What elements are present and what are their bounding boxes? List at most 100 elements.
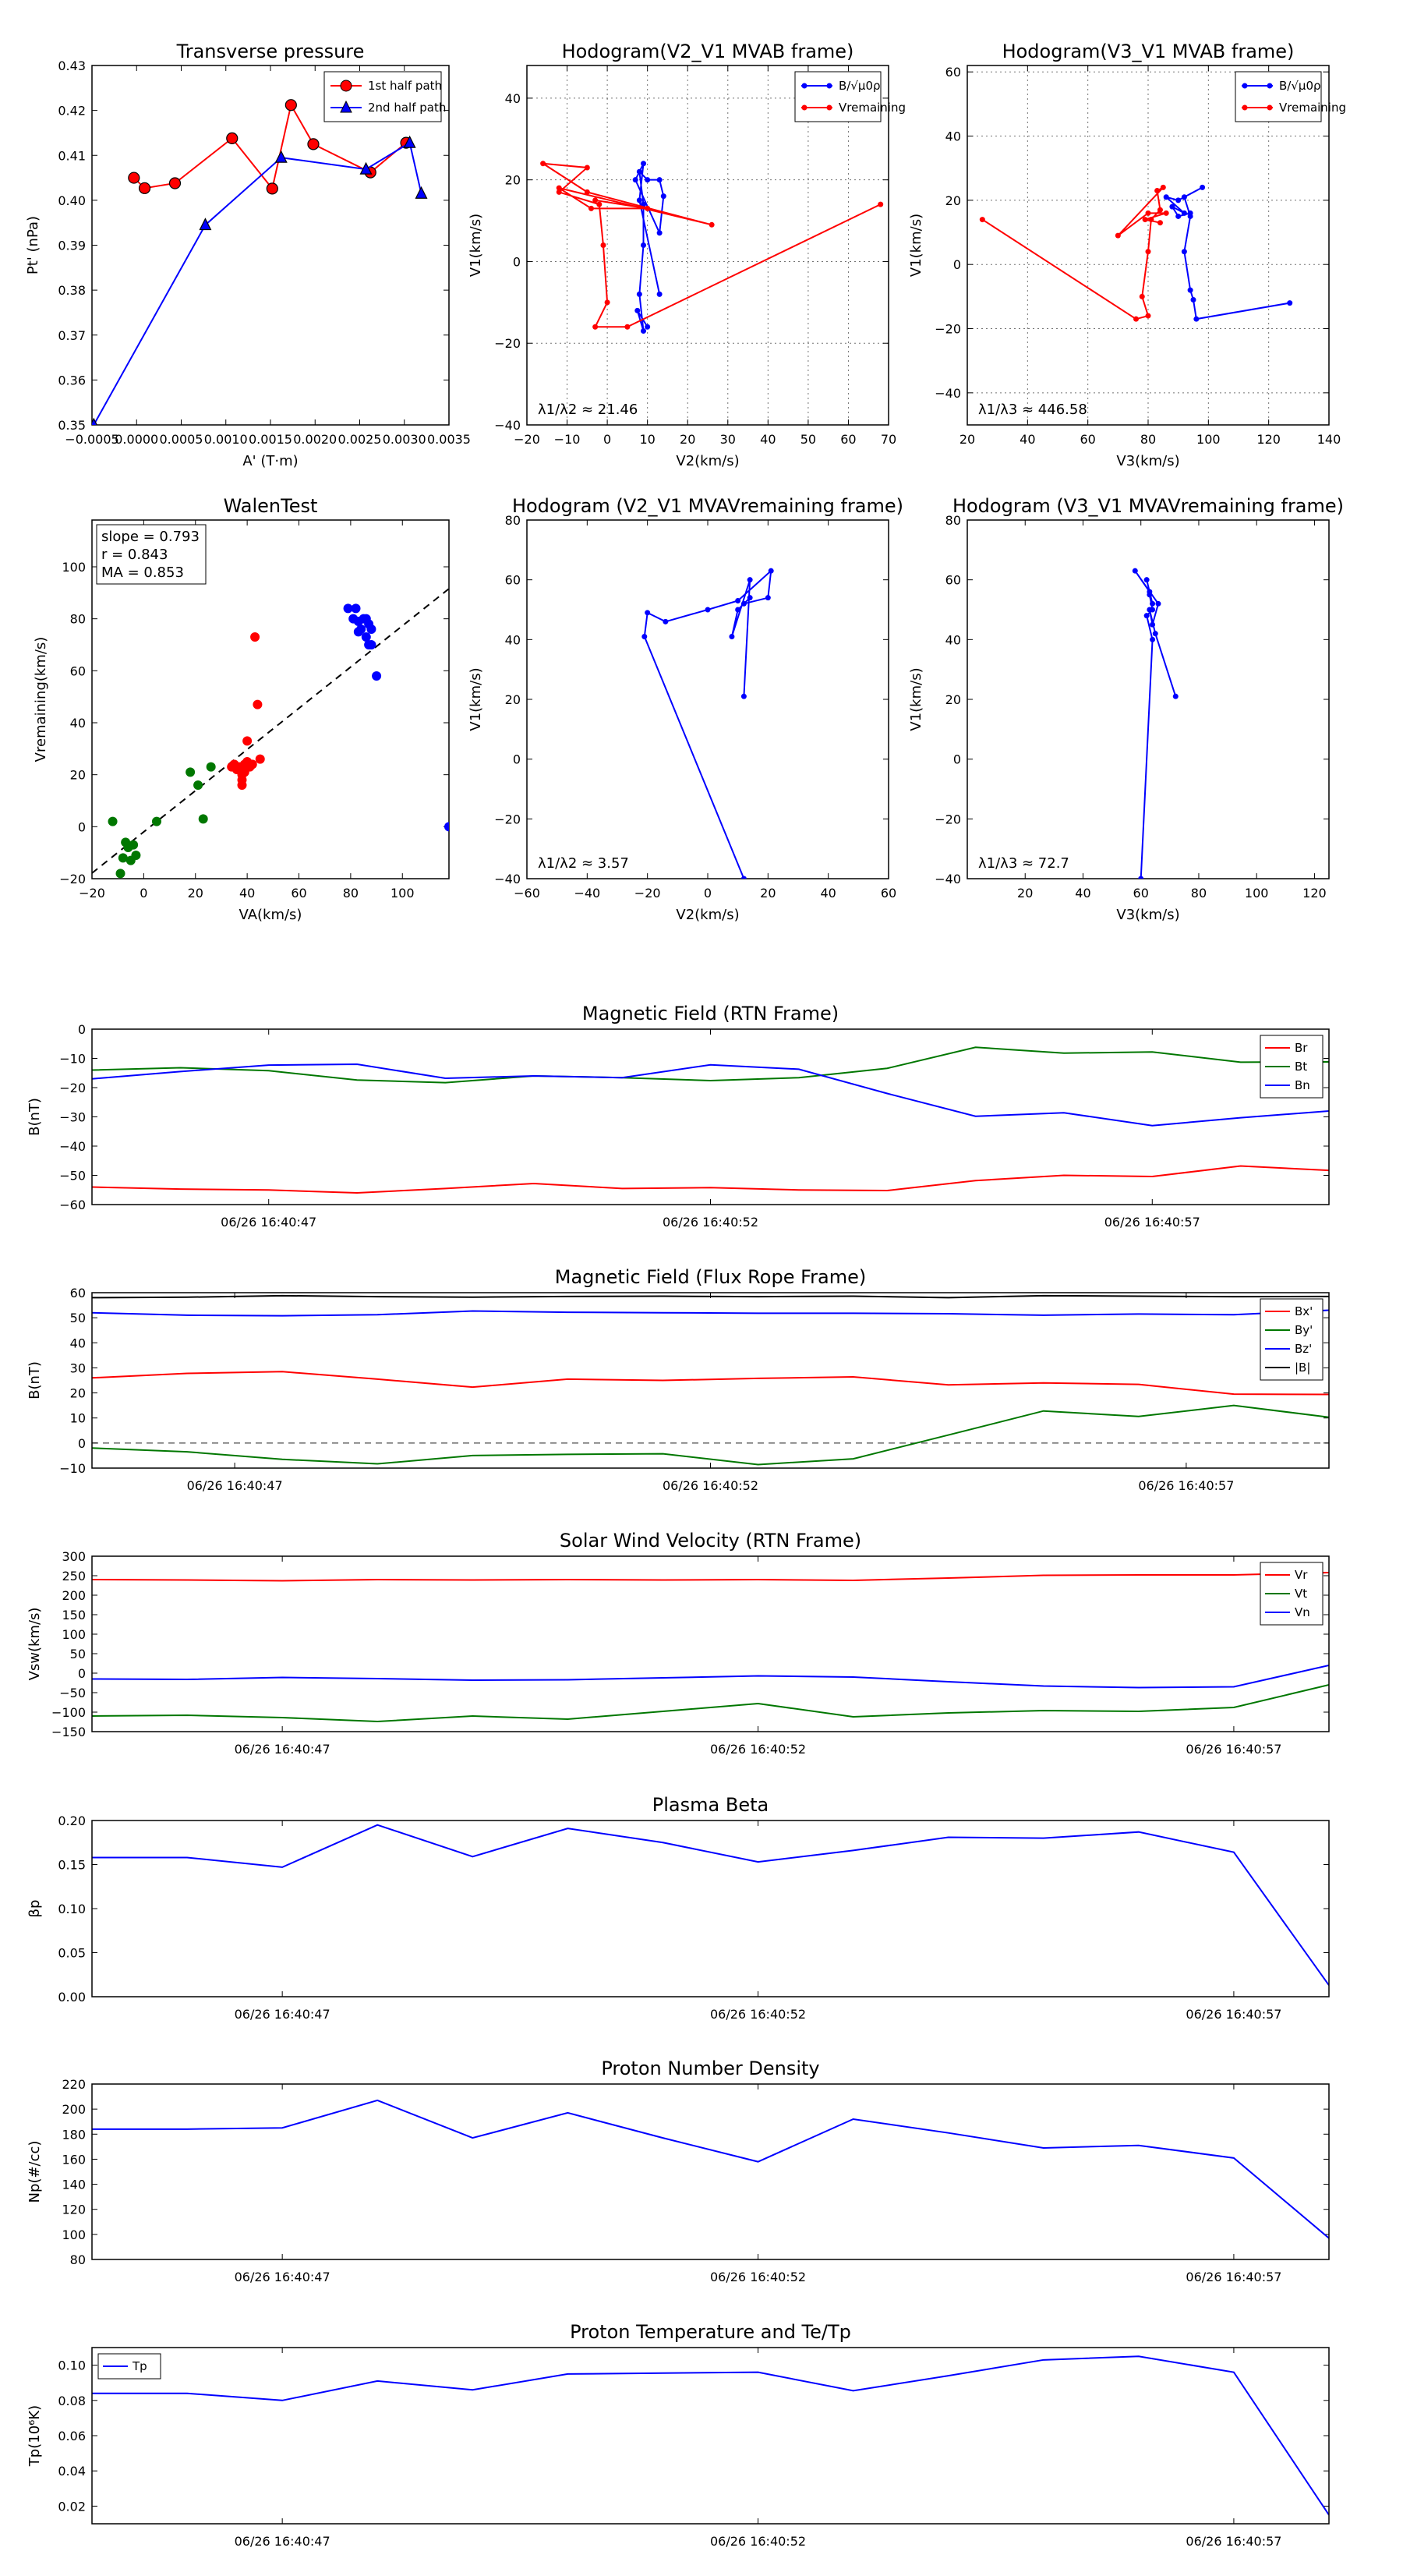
chart-title: Hodogram(V2_V1 MVAB frame) — [562, 41, 854, 62]
chart-title: Proton Number Density — [601, 2058, 819, 2079]
y-tick-label: 20 — [505, 173, 521, 188]
data-point — [1157, 207, 1163, 213]
y-tick-label: 60 — [505, 573, 521, 588]
data-point — [1150, 621, 1156, 628]
y-axis-label: V1(km/s) — [908, 214, 924, 277]
data-point — [1160, 184, 1166, 190]
legend-label: Vt — [1295, 1587, 1307, 1601]
x-tick-label: 140 — [1317, 432, 1341, 447]
y-tick-label: 0.38 — [58, 283, 86, 298]
x-tick-label: −20 — [634, 886, 661, 901]
y-tick-label: 80 — [505, 513, 521, 528]
data-point — [709, 221, 715, 228]
plot-frame — [91, 1555, 1330, 1732]
chart-h4 — [967, 519, 1330, 879]
data-point — [1154, 188, 1161, 194]
x-tick-label: 40 — [1075, 886, 1090, 901]
legend-box — [323, 71, 442, 122]
data-point — [1155, 600, 1161, 607]
x-axis-label: V3(km/s) — [1116, 453, 1179, 469]
series-line-Vt — [92, 1684, 1329, 1723]
chart-bflux — [91, 1292, 1330, 1469]
data-point — [592, 197, 599, 203]
lambda-ratio: λ1/λ2 ≈ 21.46 — [538, 402, 638, 418]
legend-label: B/√μ0ρ — [1279, 79, 1321, 93]
y-axis-label: Pt' (nPa) — [25, 216, 41, 274]
plot-frame — [967, 65, 1330, 426]
y-tick-label: 180 — [62, 2127, 86, 2142]
x-tick-label: 20 — [188, 886, 203, 901]
data-point — [1150, 600, 1156, 607]
chart-h2 — [967, 65, 1330, 426]
x-tick-label: 50 — [800, 432, 816, 447]
legend-label: Vremaining — [839, 101, 906, 115]
legend-marker — [1267, 104, 1273, 111]
x-tick-label: 06/26 16:40:57 — [1138, 1478, 1234, 1493]
data-point — [1287, 300, 1293, 306]
y-tick-label: 0.42 — [58, 104, 86, 119]
data-point — [660, 193, 666, 200]
y-tick-label: 40 — [505, 632, 521, 647]
x-tick-label: 20 — [959, 432, 975, 447]
y-tick-label: 0.10 — [58, 1902, 86, 1916]
chart-title: Solar Wind Velocity (RTN Frame) — [560, 1530, 861, 1552]
x-tick-label: 06/26 16:40:52 — [710, 1742, 806, 1757]
y-tick-label: 40 — [945, 632, 961, 647]
y-tick-label: −20 — [59, 1081, 86, 1095]
data-point — [645, 610, 651, 616]
plot-frame — [91, 519, 450, 879]
lambda-ratio: λ1/λ3 ≈ 72.7 — [978, 855, 1069, 872]
y-tick-label: 0.40 — [58, 193, 86, 208]
data-point — [735, 598, 741, 603]
x-tick-label: 70 — [881, 432, 896, 447]
x-tick-label: 06/26 16:40:47 — [235, 2007, 330, 2022]
legend-label: Bx' — [1295, 1304, 1313, 1318]
data-point — [1157, 220, 1163, 226]
y-tick-label: 40 — [945, 129, 961, 144]
x-axis-label: V2(km/s) — [676, 907, 739, 923]
x-tick-label: 60 — [1133, 886, 1149, 901]
x-tick-label: 120 — [1256, 432, 1281, 447]
lambda-ratio: λ1/λ2 ≈ 3.57 — [538, 855, 629, 872]
data-point — [1138, 876, 1144, 879]
y-tick-label: 0.43 — [58, 58, 86, 73]
y-tick-label: 0 — [953, 257, 961, 272]
series-line-Bt — [92, 1046, 1329, 1084]
y-tick-label: 0.06 — [58, 2429, 86, 2443]
chart-tp — [91, 2347, 1330, 2525]
plot-frame — [526, 65, 889, 426]
data-point — [740, 693, 747, 699]
x-tick-label: 20 — [680, 432, 695, 447]
data-point — [343, 603, 353, 614]
y-tick-label: −20 — [935, 812, 961, 826]
legend-box — [1235, 71, 1322, 122]
y-tick-label: 80 — [945, 513, 961, 528]
x-tick-label: −40 — [574, 886, 600, 901]
legend-label: |B| — [1295, 1361, 1310, 1375]
plot-frame — [91, 1820, 1330, 1997]
x-tick-label: 06/26 16:40:47 — [235, 2534, 330, 2549]
x-tick-label: −20 — [514, 432, 540, 447]
data-point — [1143, 577, 1150, 583]
y-tick-label: 0 — [78, 1436, 86, 1451]
x-tick-label: 0 — [704, 886, 712, 901]
y-tick-label: 0 — [513, 752, 521, 767]
series-line-1 — [1134, 570, 1177, 879]
x-tick-label: 60 — [1080, 432, 1095, 447]
data-point — [1200, 184, 1206, 190]
y-axis-label: Np(#/cc) — [27, 2141, 43, 2203]
data-point — [226, 132, 239, 144]
data-point — [372, 671, 382, 681]
chart-h1 — [526, 65, 889, 426]
legend-marker — [801, 83, 808, 89]
chart-h3 — [526, 519, 889, 879]
data-point — [361, 632, 371, 642]
data-point — [284, 99, 297, 111]
data-point — [645, 177, 651, 183]
y-tick-label: 60 — [945, 65, 961, 80]
x-tick-label: 60 — [291, 886, 306, 901]
legend-label: Tp — [132, 2359, 147, 2373]
y-tick-label: −20 — [59, 872, 86, 886]
series-line-2 — [981, 186, 1167, 320]
data-point — [656, 291, 663, 297]
